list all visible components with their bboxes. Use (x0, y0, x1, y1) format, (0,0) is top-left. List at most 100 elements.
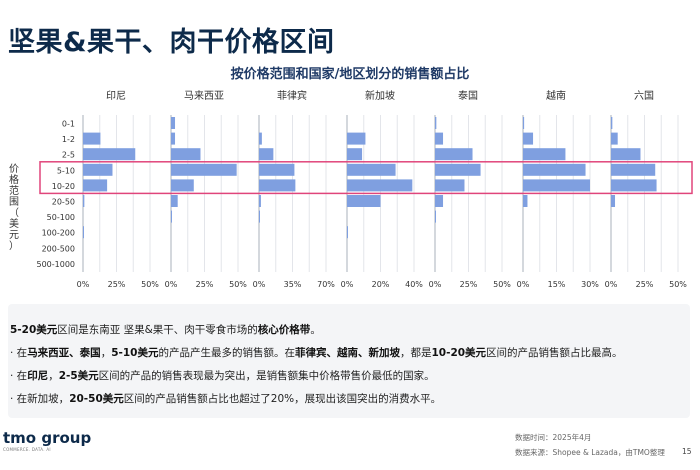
y-axis-label-char: 美 (9, 217, 19, 230)
text-segment: ， (100, 347, 112, 359)
bar-马来西亚-0-1 (171, 117, 176, 129)
bar-六国-2-5 (611, 148, 641, 161)
x-tick-label: 25% (108, 280, 126, 289)
bar-马来西亚-2-5 (171, 148, 201, 161)
text-segment: · 在新加坡， (10, 393, 70, 405)
category-label: 0-1 (62, 120, 75, 129)
bar-六国-1-2 (611, 132, 618, 145)
bar-马来西亚-1-2 (171, 132, 176, 145)
text-segment: 。 (310, 324, 321, 336)
emphasis-text: 5-10美元 (111, 347, 159, 359)
x-tick-label: 0% (605, 280, 618, 289)
text-segment: · 在 (10, 370, 28, 382)
emphasis-text: 核心价格带 (257, 324, 311, 336)
category-label: 5-10 (57, 166, 75, 175)
category-label: 200-500 (42, 244, 75, 253)
category-label: 1-2 (62, 135, 75, 144)
bar-越南-1-2 (523, 132, 534, 145)
bar-六国-20-50 (611, 195, 616, 207)
category-label: 10-20 (52, 182, 75, 191)
emphasis-text: 20-50美元 (69, 393, 124, 405)
bar-马来西亚-10-20 (171, 179, 194, 192)
bar-菲律宾-20-50 (259, 195, 261, 207)
emphasis-text: 10-20美元 (431, 347, 487, 359)
y-axis-label-char: ） (9, 240, 19, 252)
x-tick-label: 25% (196, 280, 214, 289)
data-source: 数据来源：Shopee & Lazada，由TMO整理 (515, 448, 665, 457)
x-tick-label: 0% (341, 280, 354, 289)
bar-新加坡-1-2 (347, 132, 366, 145)
x-tick-label: 0% (517, 280, 530, 289)
x-tick-label: 40% (405, 280, 423, 289)
bar-泰国-2-5 (435, 148, 473, 161)
bar-越南-5-10 (523, 163, 586, 176)
bar-越南-20-50 (523, 195, 528, 207)
x-tick-label: 20% (372, 280, 390, 289)
bar-新加坡-2-5 (347, 148, 363, 161)
bar-越南-2-5 (523, 148, 566, 161)
bar-泰国-10-20 (435, 179, 465, 192)
x-tick-label: 0% (429, 280, 442, 289)
category-label: 500-1000 (36, 260, 75, 269)
panel-title: 印尼 (106, 90, 126, 102)
bar-六国-5-10 (611, 163, 656, 176)
text-segment: 的产品产生最多的销售额。在 (158, 347, 295, 359)
bar-菲律宾-2-5 (259, 148, 274, 161)
text-segment: 区间是东南亚 坚果&果干、肉干零食市场的 (57, 324, 258, 336)
logo-text: tmo group (3, 429, 92, 447)
bar-印尼-100-200 (83, 226, 84, 239)
panel-title: 泰国 (458, 89, 478, 102)
bar-泰国-0-1 (435, 117, 437, 129)
page-title: 坚果&果干、肉干价格区间 (8, 27, 335, 58)
summary-line: · 在马来西亚、泰国，5-10美元的产品产生最多的销售额。在菲律宾、越南、新加坡… (10, 345, 623, 360)
bar-菲律宾-50-100 (259, 210, 260, 223)
x-tick-label: 25% (460, 280, 478, 289)
emphasis-text: 5-20美元 (10, 324, 58, 336)
y-axis-label-char: （ (9, 207, 19, 219)
y-axis-label-char: 价 (9, 163, 19, 175)
bar-泰国-50-100 (435, 210, 436, 223)
tmo-logo: tmo group (3, 429, 91, 447)
text-segment: 区间的产品的销售表现最为突出，是销售额集中价格带售价最低的国家。 (98, 370, 435, 382)
emphasis-text: 菲律宾、越南、新加坡 (294, 347, 400, 359)
text-segment: 区间的产品销售额占比最高。 (486, 347, 623, 359)
bar-新加坡-10-20 (347, 179, 413, 192)
bar-菲律宾-5-10 (259, 163, 295, 176)
bar-印尼-20-50 (83, 195, 85, 207)
x-tick-label: 50% (493, 280, 511, 289)
panel-title: 六国 (634, 90, 654, 102)
summary-line: · 在印尼，2-5美元区间的产品的销售表现最为突出，是销售额集中价格带售价最低的… (10, 368, 435, 383)
x-tick-label: 70% (317, 280, 335, 289)
y-axis-label-char: 格 (9, 173, 19, 186)
text-segment: · 在 (10, 347, 28, 359)
x-tick-label: 15% (548, 280, 566, 289)
y-axis-label-char: 围 (9, 196, 19, 208)
bar-马来西亚-50-100 (171, 210, 172, 223)
category-label: 50-100 (47, 213, 75, 222)
chart-title: 按价格范围和国家/地区划分的销售额占比 (231, 66, 470, 82)
panel-title: 越南 (546, 89, 566, 102)
y-axis-label-char: 范 (9, 184, 19, 197)
y-axis-label-char: 元 (9, 230, 19, 241)
x-tick-label: 25% (636, 280, 654, 289)
summary-line: 5-20美元区间是东南亚 坚果&果干、肉干零食市场的核心价格带。 (10, 322, 321, 337)
x-tick-label: 30% (581, 280, 599, 289)
data-time: 数据时间：2025年4月 (515, 433, 592, 442)
bar-马来西亚-20-50 (171, 195, 178, 207)
bar-菲律宾-1-2 (259, 132, 262, 145)
bar-马来西亚-5-10 (171, 163, 237, 176)
bar-泰国-5-10 (435, 163, 481, 176)
highlight-box (39, 161, 693, 195)
bar-越南-0-1 (523, 117, 525, 129)
x-tick-label: 0% (253, 280, 266, 289)
bar-新加坡-5-10 (347, 163, 396, 176)
logo-subtitle: COMMERCE. DATA. AI (3, 447, 51, 452)
text-segment: ， (48, 370, 59, 382)
x-tick-label: 35% (284, 280, 302, 289)
x-tick-label: 0% (165, 280, 178, 289)
summary-box (8, 304, 690, 418)
category-label: 20-50 (52, 198, 75, 207)
x-tick-label: 50% (229, 280, 247, 289)
panel-title: 马来西亚 (184, 90, 224, 102)
